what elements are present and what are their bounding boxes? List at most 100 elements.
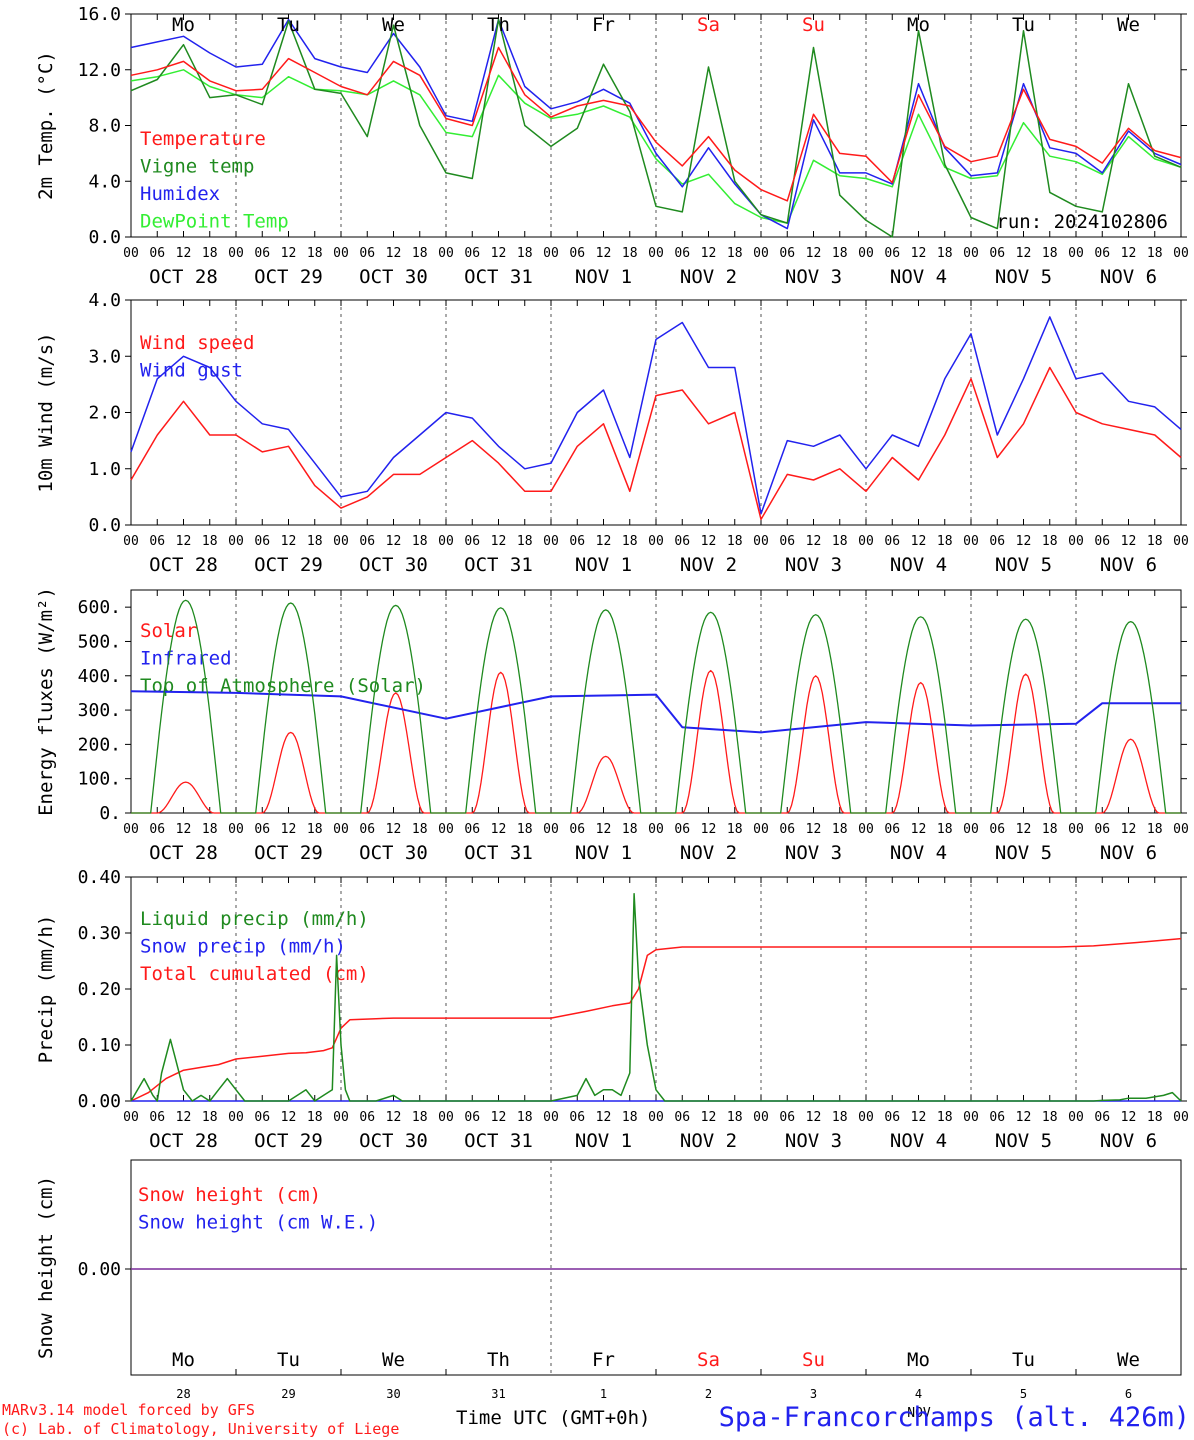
x-hour-label: 12: [1016, 246, 1032, 261]
x-hour-label: 06: [884, 534, 900, 549]
day-name-top: Th: [487, 14, 510, 36]
x-hour-label: 18: [1042, 534, 1058, 549]
x-hour-label: 12: [281, 534, 297, 549]
legend-entry: Total cumulated (cm): [140, 963, 369, 985]
x-hour-label: 06: [359, 534, 375, 549]
x-hour-label: 18: [727, 246, 743, 261]
x-hour-label: 12: [1121, 246, 1137, 261]
y-tick-label: 200.: [78, 734, 121, 755]
x-hour-label: 00: [1068, 246, 1084, 261]
x-hour-label: 00: [1173, 822, 1189, 837]
day-name-bottom: Mo: [907, 1349, 930, 1371]
x-hour-label: 12: [806, 822, 822, 837]
y-tick-label: 1.0: [88, 459, 121, 480]
x-hour-label: 00: [858, 822, 874, 837]
x-hour-label: 06: [569, 534, 585, 549]
y-axis-title: Snow height (cm): [35, 1176, 57, 1359]
x-hour-label: 00: [123, 246, 139, 261]
x-hour-label: 00: [1068, 822, 1084, 837]
x-hour-label: 12: [1016, 1110, 1032, 1125]
day-name-bottom: Tu: [1012, 1349, 1035, 1371]
x-date-label: NOV 6: [1100, 842, 1157, 864]
x-hour-label: 06: [149, 246, 165, 261]
x-hour-label: 12: [386, 246, 402, 261]
x-hour-label: 00: [648, 534, 664, 549]
x-hour-label: 06: [989, 1110, 1005, 1125]
day-number: 2: [705, 1387, 712, 1401]
x-hour-label: 18: [1147, 534, 1163, 549]
y-tick-label: 4.0: [88, 171, 121, 192]
x-date-label: OCT 30: [359, 842, 428, 864]
x-hour-label: 00: [1068, 1110, 1084, 1125]
x-date-label: OCT 28: [149, 842, 218, 864]
y-axis-title: Precip (mm/h): [35, 915, 57, 1064]
x-hour-label: 18: [1042, 1110, 1058, 1125]
day-number: 31: [491, 1387, 505, 1401]
series-line: [130, 690, 1181, 734]
x-date-label: NOV 3: [785, 842, 842, 864]
y-tick-label: 0.40: [78, 867, 121, 888]
x-hour-label: 18: [832, 822, 848, 837]
x-hour-label: 00: [333, 822, 349, 837]
y-tick-label: 400.: [78, 666, 121, 687]
x-date-label: OCT 31: [464, 266, 533, 288]
x-hour-label: 00: [438, 534, 454, 549]
x-date-label: NOV 2: [680, 1130, 737, 1152]
x-hour-label: 18: [1147, 246, 1163, 261]
y-axis-title: 2m Temp. (°C): [35, 51, 57, 200]
x-hour-label: 00: [963, 246, 979, 261]
x-date-label: NOV 6: [1100, 554, 1157, 576]
y-tick-label: 4.0: [88, 290, 121, 311]
legend-entry: Vigne temp: [140, 156, 254, 178]
x-hour-label: 06: [1094, 534, 1110, 549]
x-date-label: OCT 29: [254, 266, 323, 288]
day-number: 4: [915, 1387, 922, 1401]
x-hour-label: 06: [779, 534, 795, 549]
legend-entry: Top of Atmosphere (Solar): [140, 675, 426, 697]
x-hour-label: 12: [911, 246, 927, 261]
x-hour-label: 12: [1016, 822, 1032, 837]
x-date-label: OCT 30: [359, 554, 428, 576]
x-date-label: OCT 31: [464, 842, 533, 864]
x-hour-label: 06: [1094, 1110, 1110, 1125]
legend-entry: Temperature: [140, 128, 266, 150]
x-date-label: OCT 29: [254, 842, 323, 864]
x-hour-label: 06: [464, 822, 480, 837]
x-hour-label: 12: [911, 534, 927, 549]
x-hour-label: 06: [779, 246, 795, 261]
day-name-top: Mo: [907, 14, 930, 36]
x-date-label: NOV 3: [785, 266, 842, 288]
day-name-bottom: Mo: [172, 1349, 195, 1371]
y-tick-label: 0.20: [78, 979, 121, 1000]
panel-3: 0. 100. 200. 300. 400. 500. 600. Energy fluxes …: [35, 587, 1189, 864]
day-name-bottom: Su: [802, 1349, 825, 1371]
series-line: [131, 599, 1181, 814]
x-date-label: NOV 2: [680, 842, 737, 864]
panel-4: 0.00 0.10 0.20 0.30 0.40 Precip (mm/h) 00 06 12 1…: [35, 867, 1189, 1152]
x-hour-label: 00: [1173, 246, 1189, 261]
x-date-label: NOV 5: [995, 554, 1052, 576]
day-name-bottom: We: [1117, 1349, 1140, 1371]
y-tick-label: 8.0: [88, 116, 121, 137]
x-hour-label: 12: [281, 1110, 297, 1125]
x-date-label: NOV 1: [575, 842, 632, 864]
day-name-top: Fr: [592, 14, 615, 36]
y-tick-label: 0.: [99, 803, 121, 824]
y-tick-label: 500.: [78, 631, 121, 652]
x-hour-label: 00: [1068, 534, 1084, 549]
x-date-label: NOV 4: [890, 266, 947, 288]
series-line: [130, 893, 1182, 1102]
y-tick-label: 300.: [78, 700, 121, 721]
x-hour-label: 06: [254, 246, 270, 261]
x-hour-label: 00: [123, 822, 139, 837]
x-hour-label: 00: [753, 822, 769, 837]
x-date-label: OCT 31: [464, 554, 533, 576]
x-hour-label: 18: [937, 822, 953, 837]
x-hour-label: 00: [648, 822, 664, 837]
x-hour-label: 18: [832, 246, 848, 261]
x-hour-label: 06: [149, 534, 165, 549]
x-date-label: NOV 5: [995, 842, 1052, 864]
x-hour-label: 00: [228, 1110, 244, 1125]
x-hour-label: 00: [1173, 1110, 1189, 1125]
